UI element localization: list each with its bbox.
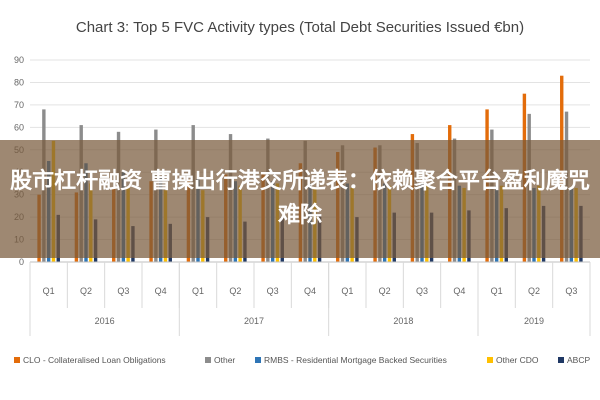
x-tick-label: Q3 xyxy=(416,286,428,296)
y-tick-label: 60 xyxy=(14,122,24,132)
legend-swatch xyxy=(558,357,564,363)
year-label: 2018 xyxy=(393,316,413,326)
y-tick-label: 90 xyxy=(14,55,24,65)
chart-title: Chart 3: Top 5 FVC Activity types (Total… xyxy=(76,19,524,36)
x-tick-label: Q4 xyxy=(453,286,465,296)
legend-label: RMBS - Residential Mortgage Backed Secur… xyxy=(264,355,447,365)
x-tick-label: Q1 xyxy=(341,286,353,296)
x-tick-label: Q2 xyxy=(379,286,391,296)
x-tick-label: Q4 xyxy=(304,286,316,296)
x-tick-label: Q4 xyxy=(155,286,167,296)
y-tick-label: 80 xyxy=(14,77,24,87)
banner-text: 股市杠杆融资 曹操出行港交所递表：依赖聚合平台盈利魔咒难除 xyxy=(10,169,590,228)
y-tick-label: 70 xyxy=(14,100,24,110)
x-tick-label: Q1 xyxy=(192,286,204,296)
x-tick-label: Q1 xyxy=(491,286,503,296)
x-tick-label: Q1 xyxy=(43,286,55,296)
legend-swatch xyxy=(487,357,493,363)
x-tick-label: Q3 xyxy=(565,286,577,296)
legend-label: Other CDO xyxy=(496,355,539,365)
legend: CLO - Collateralised Loan Obligations Oth… xyxy=(14,355,590,365)
legend-swatch xyxy=(14,357,20,363)
overlay-banner: 股市杠杆融资 曹操出行港交所递表：依赖聚合平台盈利魔咒难除 xyxy=(0,140,600,258)
legend-swatch xyxy=(255,357,261,363)
legend-label: Other xyxy=(214,355,235,365)
legend-label: ABCP xyxy=(567,355,590,365)
y-tick-label: 0 xyxy=(19,257,24,267)
legend-swatch xyxy=(205,357,211,363)
legend-label: CLO - Collateralised Loan Obligations xyxy=(23,355,166,365)
year-label: 2019 xyxy=(524,316,544,326)
year-label: 2016 xyxy=(95,316,115,326)
x-tick-label: Q3 xyxy=(267,286,279,296)
x-tick-label: Q3 xyxy=(117,286,129,296)
x-tick-label: Q2 xyxy=(80,286,92,296)
year-label: 2017 xyxy=(244,316,264,326)
x-tick-label: Q2 xyxy=(229,286,241,296)
x-tick-label: Q2 xyxy=(528,286,540,296)
x-axis: Q1 Q2 Q3 Q4 Q1 Q2 Q3 Q4 Q1 Q2 Q3 Q4 Q1 Q2 Q3 2016 2017 20… xyxy=(29,261,591,336)
